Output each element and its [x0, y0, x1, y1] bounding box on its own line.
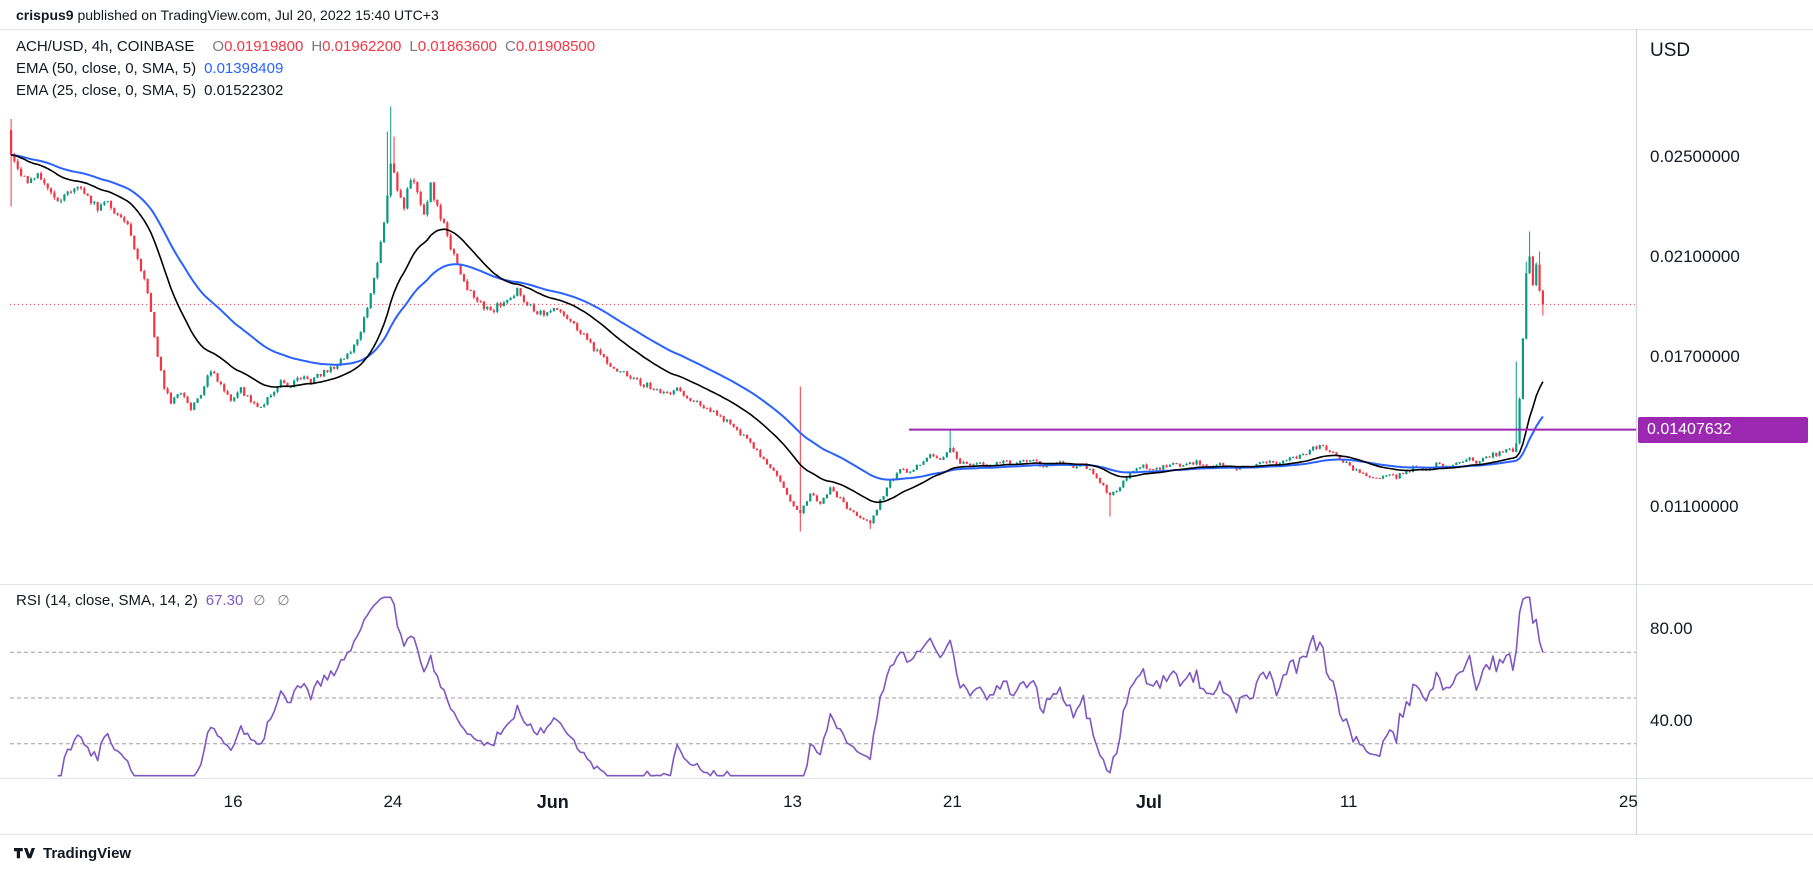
level-price-badge: 0.01407632 — [1638, 416, 1808, 443]
ema50-legend-row[interactable]: EMA (50, close, 0, SMA, 5) 0.01398409 — [16, 58, 595, 80]
ohlc-letter: L — [409, 38, 418, 55]
time-tick-label: 13 — [783, 792, 803, 811]
candles-group — [10, 106, 1544, 532]
attribution: crispus9 published on TradingView.com, J… — [16, 7, 439, 23]
tradingview-logo-icon[interactable] — [14, 846, 36, 861]
ema25-label: EMA (25, close, 0, SMA, 5) — [16, 82, 197, 99]
price-tick-label: 0.01100000 — [1650, 496, 1739, 516]
ohlc-letter: C — [505, 38, 516, 55]
rsi-label: RSI (14, close, SMA, 14, 2) — [16, 592, 198, 609]
tradingview-logo-text[interactable]: TradingView — [43, 845, 132, 862]
time-tick-label: 25 — [1618, 792, 1638, 811]
time-tick-label: 21 — [942, 792, 962, 811]
price-pane-legend[interactable]: ACH/USD, 4h, COINBASE O0.01919800 H0.01962… — [16, 36, 595, 102]
time-tick-label: Jun — [536, 792, 569, 812]
ema50-value: 0.01398409 — [204, 60, 284, 77]
rsi-tick-label: 40.00 — [1650, 710, 1693, 730]
ohlc-value: 0.01962200 — [322, 38, 402, 55]
footer-bar: TradingView — [14, 845, 131, 862]
ema25-line[interactable] — [11, 154, 1544, 504]
rsi-value: 67.30 — [205, 592, 244, 609]
time-tick-label: 24 — [383, 792, 403, 811]
ema25-legend-row[interactable]: EMA (25, close, 0, SMA, 5) 0.01522302 — [16, 80, 595, 102]
ema25-value: 0.01522302 — [204, 82, 284, 99]
time-tick-label: 11 — [1339, 792, 1358, 811]
rsi-band-lines — [10, 651, 1636, 745]
ema50-label: EMA (50, close, 0, SMA, 5) — [16, 60, 197, 77]
rsi-status-icons[interactable]: ∅ ∅ — [253, 592, 294, 608]
attribution-text: published on TradingView.com, Jul 20, 20… — [73, 7, 439, 23]
rsi-tick-label: 80.00 — [1650, 619, 1693, 639]
rsi-legend-row[interactable]: RSI (14, close, SMA, 14, 2) 67.30 ∅ ∅ — [16, 589, 294, 612]
price-axis-title: USD — [1650, 40, 1691, 61]
ema50-line[interactable] — [11, 154, 1544, 481]
symbol-legend-row[interactable]: ACH/USD, 4h, COINBASE O0.01919800 H0.01962… — [16, 36, 595, 58]
ohlc-values: O0.01919800 H0.01962200 L0.01863600 C0.0190… — [204, 38, 595, 55]
ohlc-value: 0.01908500 — [515, 38, 596, 55]
ohlc-letter: H — [311, 38, 323, 55]
price-tick-label: 0.01700000 — [1650, 346, 1740, 366]
rsi-pane-legend[interactable]: RSI (14, close, SMA, 14, 2) 67.30 ∅ ∅ — [16, 589, 294, 612]
rsi-line[interactable] — [57, 596, 1544, 777]
price-tick-label: 0.02100000 — [1650, 246, 1740, 266]
pane-separators — [0, 29, 1813, 835]
ohlc-value: 0.01863600 — [417, 38, 497, 55]
time-tick-label: 16 — [223, 792, 243, 811]
ohlc-letter: O — [212, 38, 225, 55]
time-tick-label: Jul — [1135, 792, 1162, 812]
symbol-title[interactable]: ACH/USD, 4h, COINBASE — [16, 38, 195, 55]
ohlc-value: 0.01919800 — [224, 38, 304, 55]
attribution-username: crispus9 — [16, 7, 74, 23]
price-tick-label: 0.02500000 — [1650, 146, 1740, 166]
